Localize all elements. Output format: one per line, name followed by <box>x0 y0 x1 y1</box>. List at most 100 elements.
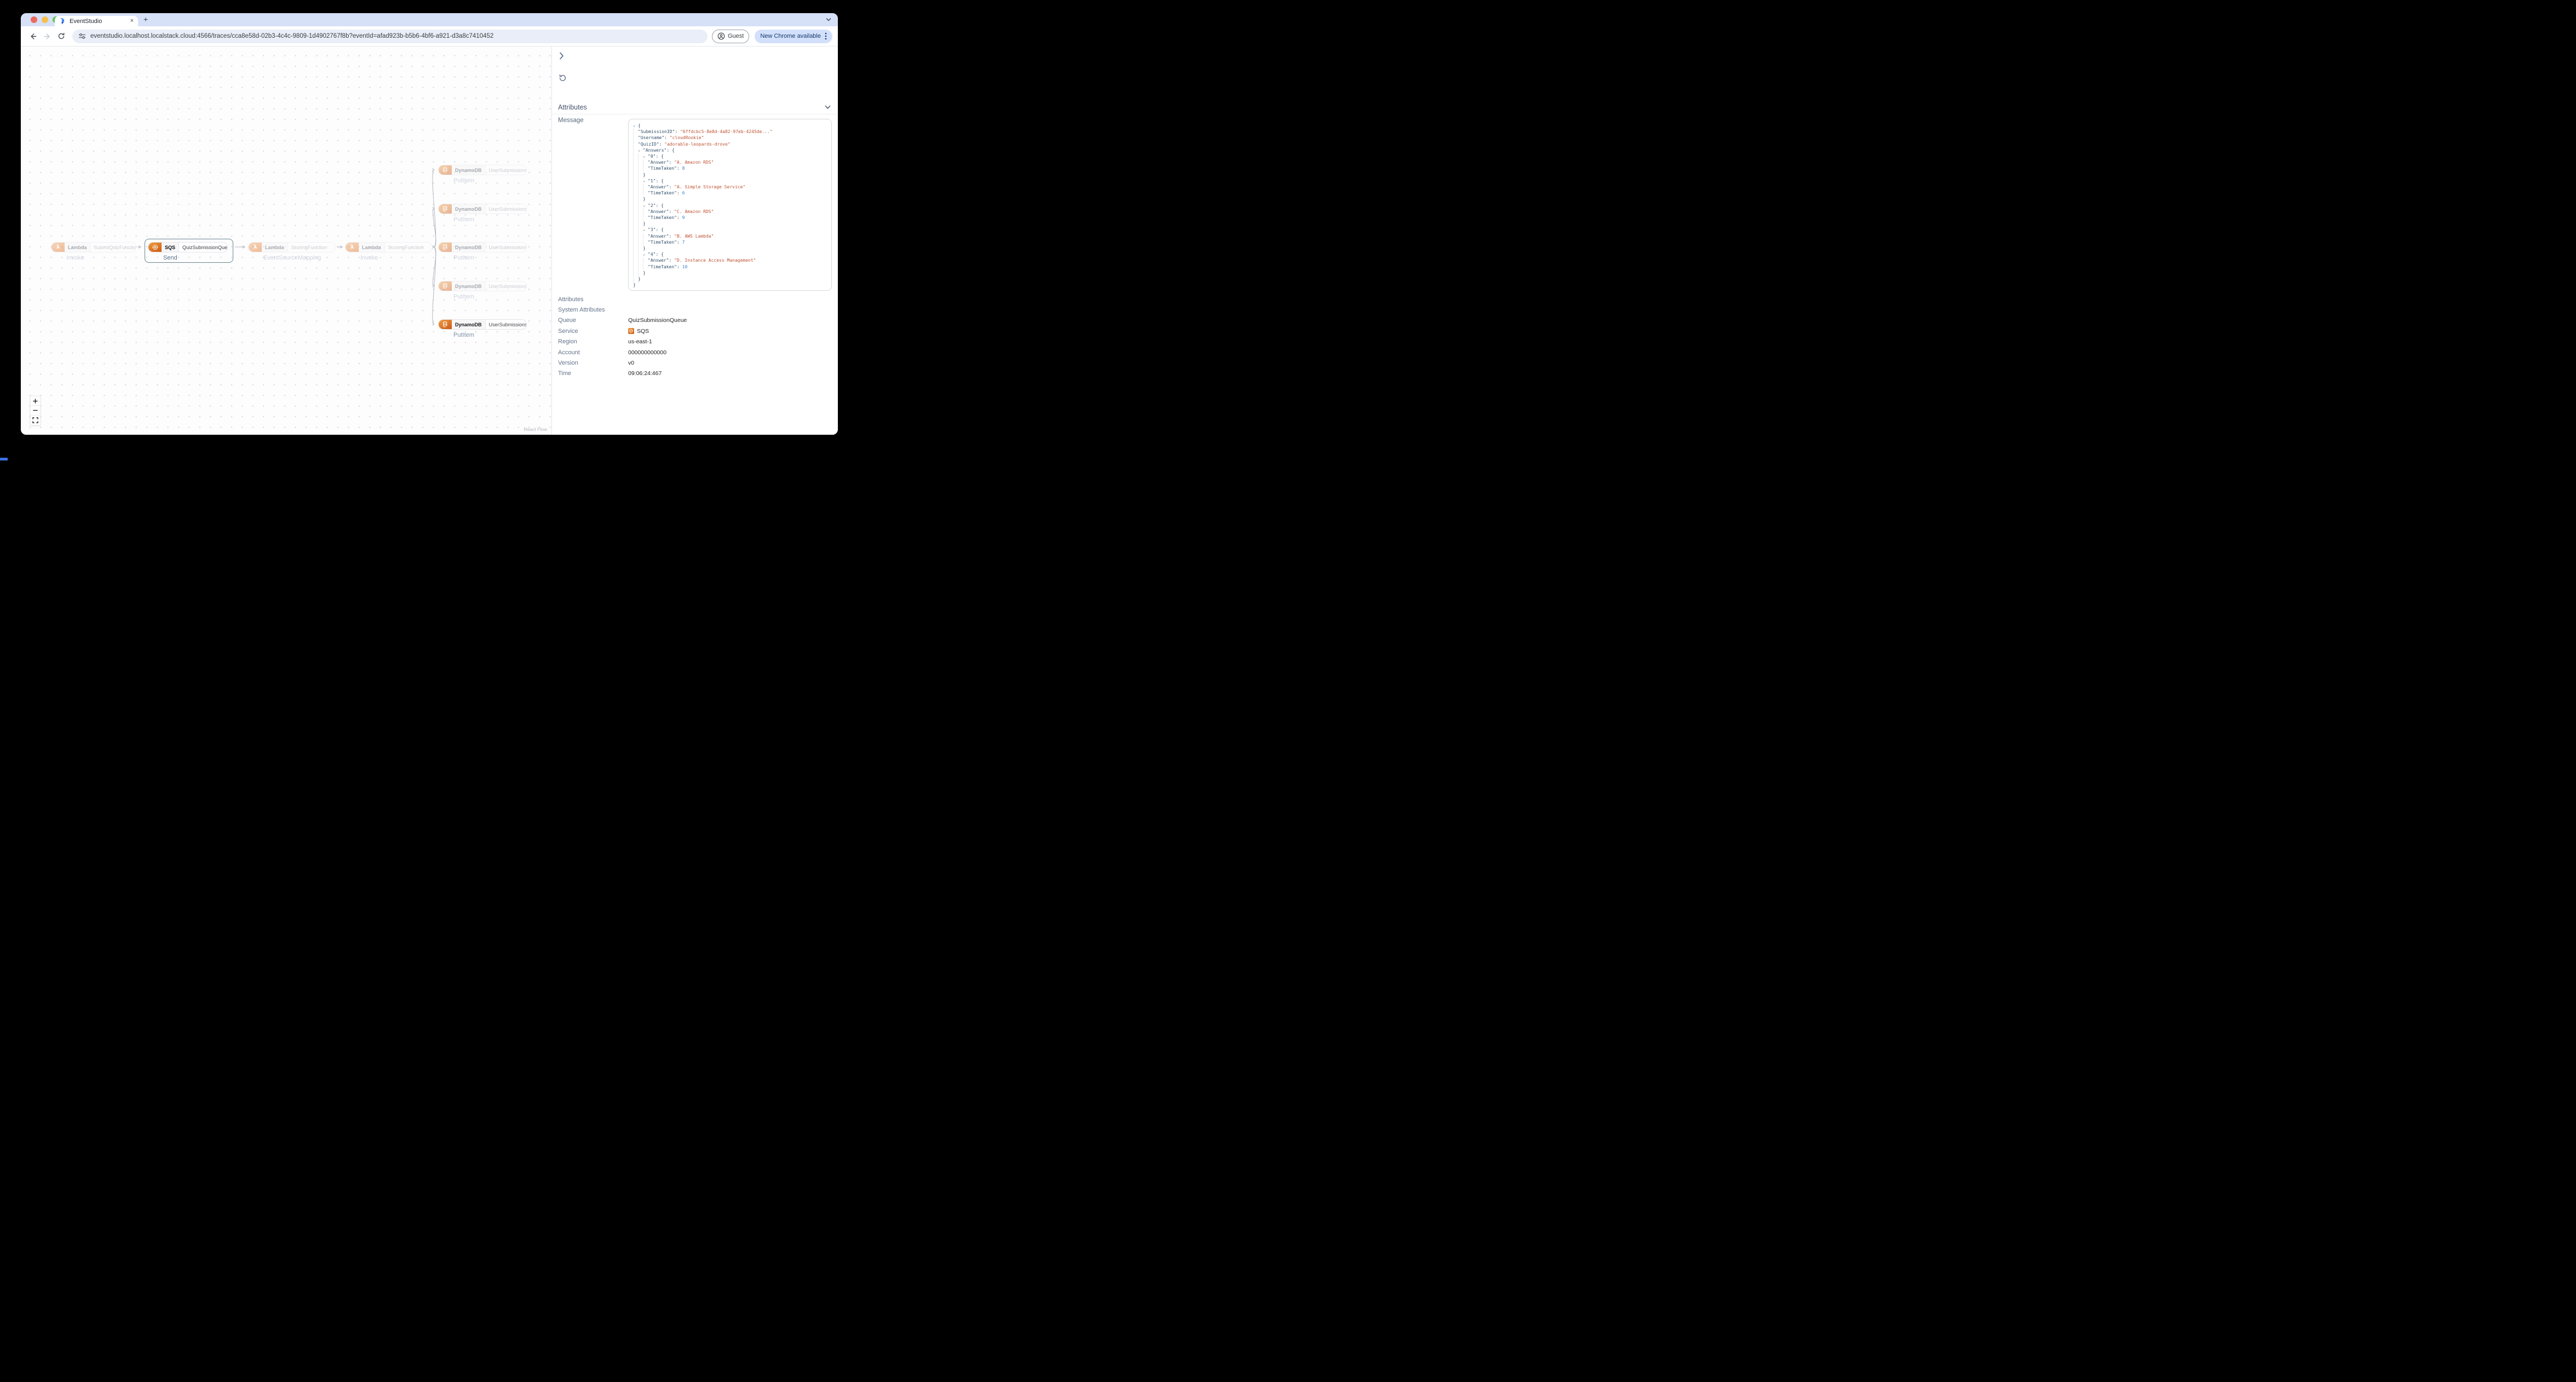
attribute-label: Service <box>558 327 578 335</box>
wallpaper-sliver <box>0 458 8 460</box>
dynamodb-icon <box>439 320 452 329</box>
close-window-button[interactable] <box>31 16 37 23</box>
json-line: } <box>633 171 827 178</box>
attribute-label: Version <box>558 360 578 367</box>
json-line: } <box>633 245 827 252</box>
indent-guide <box>638 159 643 166</box>
attribute-label[interactable]: System Attributes <box>558 307 605 314</box>
flow-edges <box>137 168 436 326</box>
node-service-label: DynamoDB <box>452 281 486 291</box>
indent-guide <box>633 208 638 215</box>
message-json-viewer[interactable]: ⌄{"SubmissionID": "6ffdcbc5-8e8d-4a82-97… <box>628 119 832 291</box>
indent-guide <box>638 251 643 258</box>
indent-guide <box>633 184 638 191</box>
tab-title: EventStudio <box>70 18 102 25</box>
indent-guide <box>633 196 638 203</box>
flow-node-ddb-5[interactable]: DynamoDB UserSubmissions PutItem <box>438 319 527 338</box>
attribute-value: QuizSubmissionQueue <box>628 317 687 324</box>
json-line: } <box>633 283 636 288</box>
json-collapse-icon[interactable]: ⌄ <box>638 147 641 152</box>
json-line: "Answer": "B. AWS Lambda" <box>633 233 827 239</box>
flow-node-ddb-2[interactable]: DynamoDB UserSubmissions PutItem <box>438 204 527 223</box>
browser-window: EventStudio × + eventstudio.localhost.lo… <box>21 13 838 435</box>
attributes-header[interactable]: Attributes <box>552 100 838 114</box>
url-text[interactable]: eventstudio.localhost.localstack.cloud:4… <box>90 33 494 39</box>
indent-guide <box>633 141 638 147</box>
zoom-out-button[interactable] <box>30 406 41 416</box>
json-line: "Username": "cloudRookie" <box>633 135 827 141</box>
chevron-down-icon[interactable] <box>825 105 831 110</box>
refresh-icon[interactable] <box>559 74 567 82</box>
json-collapse-icon[interactable]: ⌄ <box>643 203 646 208</box>
json-collapse-icon[interactable]: ⌄ <box>643 154 646 159</box>
json-collapse-icon[interactable]: ⌄ <box>643 252 646 257</box>
back-button[interactable] <box>26 30 39 43</box>
json-collapse-icon[interactable]: ⌄ <box>643 178 646 183</box>
json-collapse-icon[interactable]: ⌄ <box>633 123 636 128</box>
indent-guide <box>638 177 643 185</box>
zoom-in-button[interactable] <box>30 396 41 406</box>
react-flow-attribution[interactable]: React Flow <box>524 427 547 432</box>
indent-guide <box>633 202 638 209</box>
node-resource-name: UserSubmissions <box>485 204 526 214</box>
flow-node-sqs-queue[interactable]: SQSQuizSubmissionQueueSend <box>145 239 233 263</box>
flow-canvas[interactable]: λ Lambda SubmitQuizFunction Invoke SQS QuizSu… <box>21 47 552 435</box>
indent-guide <box>638 153 643 160</box>
attribute-label[interactable]: Attributes <box>558 296 584 303</box>
lambda-icon: λ <box>346 243 359 252</box>
node-service-label: Lambda <box>262 243 288 252</box>
chrome-update-label: New Chrome available <box>760 33 821 39</box>
tab-search-icon[interactable] <box>826 18 831 22</box>
canvas-controls <box>30 396 41 425</box>
node-service-label: SQS <box>162 243 180 252</box>
minimize-window-button[interactable] <box>42 16 48 23</box>
json-line: ⌄ "0": { <box>633 153 827 160</box>
indent-guide <box>643 257 648 264</box>
close-tab-icon[interactable]: × <box>130 18 134 24</box>
node-resource-name: ScoringFunction <box>288 243 330 252</box>
flow-node-ddb-4[interactable]: DynamoDB UserSubmissions PutItem <box>438 281 527 300</box>
menu-kebab-icon[interactable] <box>825 32 827 40</box>
site-settings-icon[interactable] <box>78 33 86 39</box>
flow-node-lambda-scoring-esm[interactable]: λ Lambda ScoringFunction EventSourceMapping <box>248 242 336 261</box>
reload-button[interactable] <box>55 30 68 43</box>
indent-guide <box>633 159 638 166</box>
node-action-label: PutItem <box>453 255 474 261</box>
attribute-label: Queue <box>558 317 577 324</box>
dynamodb-icon <box>439 243 452 252</box>
profile-button[interactable]: Guest <box>711 29 750 43</box>
page-content: λ Lambda SubmitQuizFunction Invoke SQS QuizSu… <box>21 47 838 435</box>
flow-node-ddb-3[interactable]: DynamoDB UserSubmissions PutItem <box>438 242 527 261</box>
attributes-header-title: Attributes <box>558 103 587 111</box>
tab-eventstudio[interactable]: EventStudio × <box>55 16 138 26</box>
guest-avatar-icon <box>717 32 725 40</box>
minus-icon <box>33 410 38 411</box>
fit-view-button[interactable] <box>30 416 41 425</box>
chrome-update-button[interactable]: New Chrome available <box>755 29 832 43</box>
address-bar[interactable]: eventstudio.localhost.localstack.cloud:4… <box>72 29 708 43</box>
attribute-label: Region <box>558 338 577 346</box>
indent-guide <box>643 233 648 239</box>
indent-guide <box>643 165 648 172</box>
attribute-value: us-east-1 <box>628 338 652 346</box>
attribute-row-system-attributes: System Attributes <box>552 304 838 315</box>
lambda-icon: λ <box>51 243 65 252</box>
indent-guide <box>638 269 643 277</box>
json-line: } <box>633 221 827 227</box>
node-resource-name: ScoringFunction <box>384 243 427 252</box>
indent-guide <box>638 190 643 197</box>
collapse-panel-icon[interactable] <box>559 52 564 60</box>
node-action-label: Send <box>163 255 177 261</box>
json-line: "TimeTaken": 8 <box>633 165 827 172</box>
indent-guide <box>633 177 638 185</box>
indent-guide <box>633 165 638 172</box>
dynamodb-icon <box>439 281 452 291</box>
flow-node-lambda-submit[interactable]: λ Lambda SubmitQuizFunction Invoke <box>51 242 136 261</box>
flow-node-ddb-1[interactable]: DynamoDB UserSubmissions PutItem <box>438 165 527 184</box>
forward-button[interactable] <box>41 30 54 43</box>
flow-node-lambda-scoring-invoke[interactable]: λ Lambda ScoringFunction Invoke <box>345 242 433 261</box>
indent-guide <box>638 221 643 227</box>
new-tab-button[interactable]: + <box>143 15 148 24</box>
json-collapse-icon[interactable]: ⌄ <box>643 227 646 232</box>
node-action-label: PutItem <box>453 177 474 184</box>
